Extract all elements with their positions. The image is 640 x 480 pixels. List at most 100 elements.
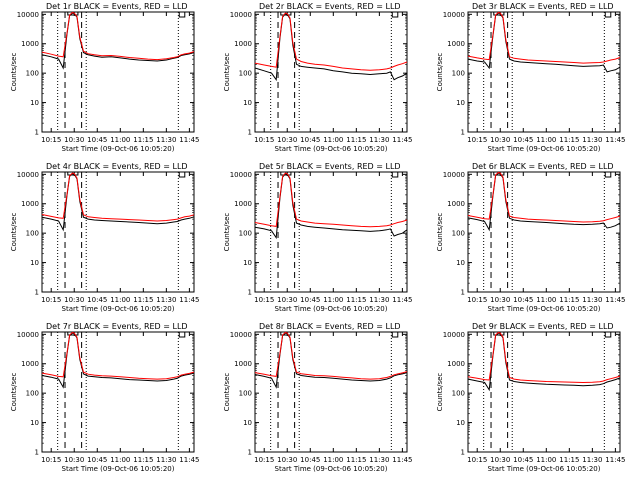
x-tick-label: 11:00: [110, 456, 130, 464]
x-tick-label: 11:45: [392, 296, 412, 304]
series-line-red: [41, 331, 195, 380]
x-tick-label: 11:30: [369, 136, 389, 144]
y-tick-label: 1000: [234, 40, 252, 48]
state-marker: [391, 12, 399, 18]
x-tick-label: 10:15: [467, 136, 487, 144]
x-tick-label: 10:30: [490, 456, 510, 464]
x-tick-label: 11:45: [179, 136, 199, 144]
x-axis-label: Start Time (09-Oct-06 10:05:20): [275, 305, 388, 313]
x-axis-label: Start Time (09-Oct-06 10:05:20): [62, 145, 175, 153]
x-tick-label: 11:00: [323, 456, 343, 464]
state-marker: [604, 172, 612, 178]
x-tick-label: 11:30: [156, 456, 176, 464]
x-tick-label: 11:00: [110, 136, 130, 144]
detector-panel-3: 1 10 100 1000 10000 10:15 10:30 10:45 11:00 11:15…: [436, 2, 625, 153]
state-marker: [67, 332, 79, 336]
x-tick-label: 11:15: [133, 136, 153, 144]
y-axis-label: Counts/sec: [10, 53, 18, 92]
y-tick-label: 100: [452, 390, 465, 398]
y-axis-label: Counts/sec: [10, 373, 18, 412]
state-marker: [493, 332, 505, 336]
y-axis-label: Counts/sec: [223, 53, 231, 92]
state-marker: [280, 332, 292, 336]
y-tick-label: 10: [456, 259, 465, 267]
x-tick-label: 10:45: [513, 296, 533, 304]
y-tick-label: 1: [35, 449, 39, 457]
panel-title: Det 4r BLACK = Events, RED = LLD: [46, 162, 188, 171]
y-tick-label: 10: [243, 259, 252, 267]
panel-title: Det 1r BLACK = Events, RED = LLD: [46, 2, 188, 11]
y-tick-label: 1000: [234, 200, 252, 208]
detector-panel-6: 1 10 100 1000 10000 10:15 10:30 10:45 11:00 11:15…: [436, 162, 625, 313]
x-tick-label: 10:45: [513, 136, 533, 144]
x-tick-label: 11:00: [536, 296, 556, 304]
x-tick-label: 10:30: [64, 456, 84, 464]
x-tick-label: 10:30: [277, 296, 297, 304]
panel-title: Det 9r BLACK = Events, RED = LLD: [472, 322, 614, 331]
x-axis-label: Start Time (09-Oct-06 10:05:20): [488, 465, 601, 473]
series-line-red: [467, 11, 621, 64]
x-tick-label: 11:15: [559, 136, 579, 144]
state-marker: [391, 332, 399, 338]
y-axis-label: Counts/sec: [10, 213, 18, 252]
state-marker: [604, 12, 612, 18]
y-tick-label: 10: [243, 419, 252, 427]
y-tick-label: 10: [30, 419, 39, 427]
x-axis-label: Start Time (09-Oct-06 10:05:20): [275, 145, 388, 153]
panel-title: Det 3r BLACK = Events, RED = LLD: [472, 2, 614, 11]
x-tick-label: 11:00: [536, 136, 556, 144]
y-tick-label: 1000: [21, 40, 39, 48]
state-marker: [604, 332, 612, 338]
x-tick-label: 10:15: [41, 296, 61, 304]
x-tick-label: 11:30: [156, 296, 176, 304]
x-tick-label: 10:30: [277, 456, 297, 464]
x-axis-label: Start Time (09-Oct-06 10:05:20): [488, 145, 601, 153]
y-tick-label: 10000: [230, 11, 252, 19]
x-tick-label: 10:30: [490, 136, 510, 144]
y-tick-label: 10000: [230, 171, 252, 179]
y-tick-label: 1: [248, 129, 252, 137]
x-tick-label: 11:15: [559, 296, 579, 304]
x-tick-label: 10:45: [87, 136, 107, 144]
y-axis-label: Counts/sec: [223, 213, 231, 252]
y-tick-label: 10: [243, 99, 252, 107]
y-tick-label: 10000: [230, 331, 252, 339]
y-tick-label: 1000: [447, 200, 465, 208]
x-tick-label: 10:45: [300, 456, 320, 464]
y-tick-label: 10000: [443, 11, 465, 19]
detector-panel-5: 1 10 100 1000 10000 10:15 10:30 10:45 11:00 11:15…: [223, 162, 412, 313]
y-tick-label: 10000: [17, 331, 39, 339]
detector-panel-9: 1 10 100 1000 10000 10:15 10:30 10:45 11:00 11:15…: [436, 322, 625, 473]
y-tick-label: 10000: [443, 171, 465, 179]
state-marker: [178, 332, 186, 338]
y-tick-label: 1000: [21, 360, 39, 368]
x-tick-label: 11:00: [110, 296, 130, 304]
y-tick-label: 100: [452, 230, 465, 238]
x-tick-label: 11:15: [559, 456, 579, 464]
x-tick-label: 11:30: [369, 296, 389, 304]
series-line-red: [41, 172, 195, 222]
y-tick-label: 1: [461, 129, 465, 137]
x-tick-label: 11:30: [582, 136, 602, 144]
y-tick-label: 1: [35, 289, 39, 297]
y-tick-label: 10: [30, 99, 39, 107]
y-axis-label: Counts/sec: [223, 373, 231, 412]
state-marker: [178, 172, 186, 178]
detector-panel-4: 1 10 100 1000 10000 10:15 10:30 10:45 11:00 11:15…: [10, 162, 199, 313]
panel-title: Det 5r BLACK = Events, RED = LLD: [259, 162, 401, 171]
panel-title: Det 8r BLACK = Events, RED = LLD: [259, 322, 401, 331]
x-tick-label: 11:15: [346, 136, 366, 144]
y-tick-label: 1000: [21, 200, 39, 208]
x-tick-label: 10:15: [254, 456, 274, 464]
x-tick-label: 11:45: [605, 136, 625, 144]
x-tick-label: 11:30: [369, 456, 389, 464]
x-axis-label: Start Time (09-Oct-06 10:05:20): [62, 305, 175, 313]
y-tick-label: 100: [239, 70, 252, 78]
detector-panel-8: 1 10 100 1000 10000 10:15 10:30 10:45 11:00 11:15…: [223, 322, 412, 473]
state-marker: [67, 12, 79, 16]
y-tick-label: 1: [35, 129, 39, 137]
y-axis-label: Counts/sec: [436, 213, 444, 252]
state-marker: [178, 12, 186, 18]
y-tick-label: 10: [456, 99, 465, 107]
y-tick-label: 100: [26, 230, 39, 238]
